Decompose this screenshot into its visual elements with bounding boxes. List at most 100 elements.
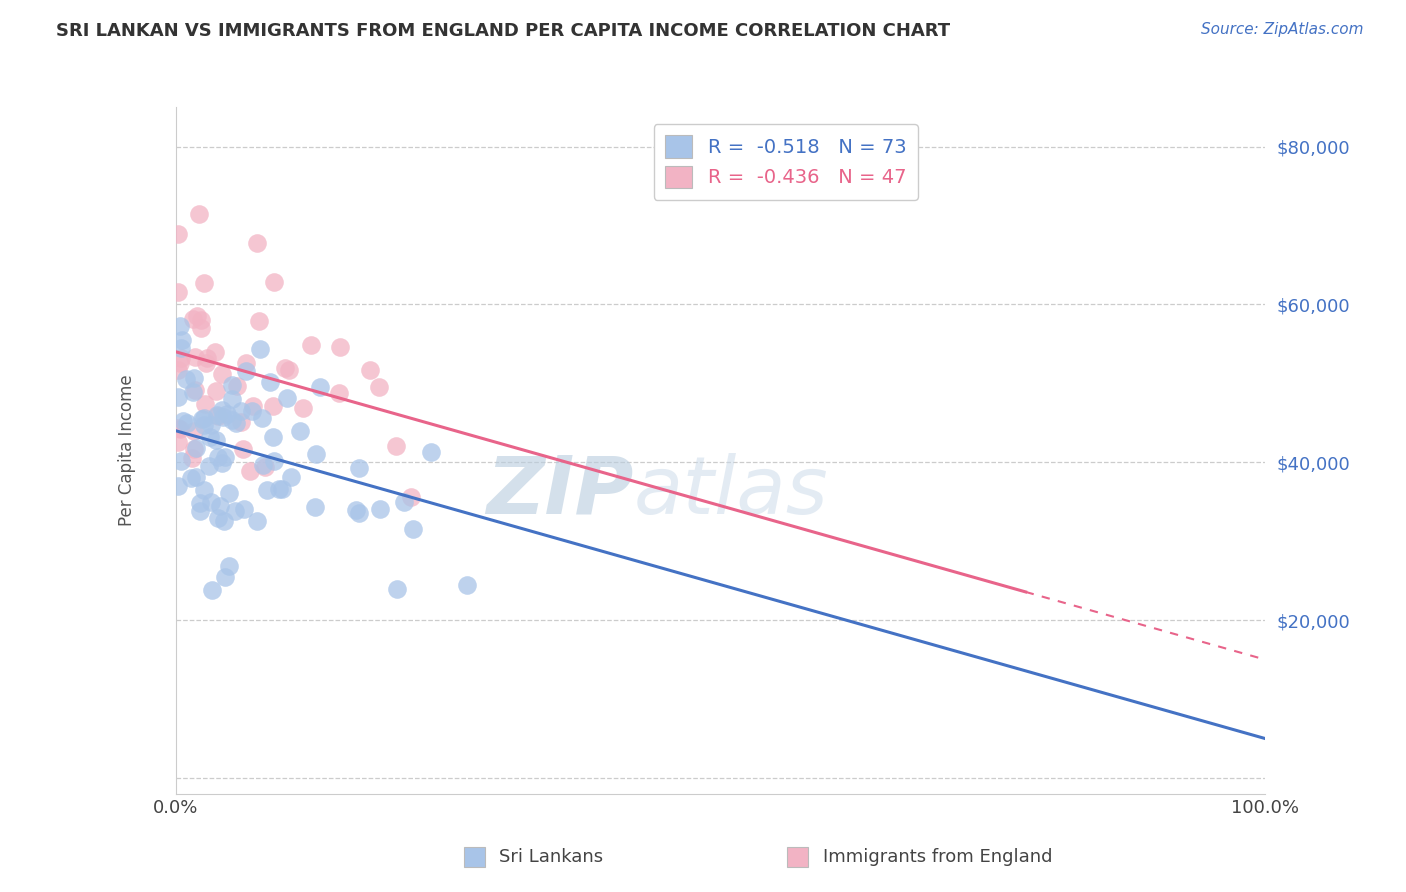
Point <box>288 424 311 438</box>
Point <box>170 351 193 366</box>
Point <box>190 411 212 425</box>
Point <box>456 577 478 591</box>
Text: Sri Lankans: Sri Lankans <box>499 848 603 866</box>
Point <box>385 582 408 596</box>
Text: SRI LANKAN VS IMMIGRANTS FROM ENGLAND PER CAPITA INCOME CORRELATION CHART: SRI LANKAN VS IMMIGRANTS FROM ENGLAND PE… <box>56 22 950 40</box>
Point <box>276 392 298 406</box>
Point <box>190 313 212 327</box>
Point <box>394 495 416 509</box>
Point <box>278 363 301 377</box>
Text: ZIP: ZIP <box>486 452 633 531</box>
Point <box>172 414 194 428</box>
Point <box>235 364 257 378</box>
Point <box>225 416 247 430</box>
Point <box>170 333 193 347</box>
Point <box>184 470 207 484</box>
Point <box>214 570 236 584</box>
Point <box>233 501 256 516</box>
Point <box>249 314 271 328</box>
Point <box>200 495 222 509</box>
Point <box>308 380 330 394</box>
Point <box>169 319 191 334</box>
Point <box>183 425 205 439</box>
Point <box>347 461 370 475</box>
Point <box>267 482 290 496</box>
Point <box>259 376 281 390</box>
Point <box>186 442 208 456</box>
Point <box>169 422 191 436</box>
Point <box>256 483 278 498</box>
Point <box>208 499 231 513</box>
Point <box>359 363 381 377</box>
Point <box>193 483 215 498</box>
Point <box>187 207 209 221</box>
Point <box>198 458 221 473</box>
Point <box>214 450 236 465</box>
Point <box>201 582 224 597</box>
Point <box>184 351 207 365</box>
Point <box>193 277 215 291</box>
Point <box>212 514 235 528</box>
Text: Per Capita Income: Per Capita Income <box>118 375 136 526</box>
Point <box>226 379 249 393</box>
Point <box>305 447 328 461</box>
Point <box>188 503 211 517</box>
Point <box>217 407 239 421</box>
Point <box>385 439 408 453</box>
Point <box>204 345 226 359</box>
Point <box>304 500 326 514</box>
Point <box>207 450 229 465</box>
Point <box>249 342 271 356</box>
Point <box>167 363 190 377</box>
Point <box>170 341 193 355</box>
Point <box>229 415 252 429</box>
Point <box>291 401 314 415</box>
Point <box>184 383 207 397</box>
Point <box>186 310 208 324</box>
Point <box>169 355 191 369</box>
Point <box>205 434 228 448</box>
Point <box>399 490 422 504</box>
Point <box>176 372 198 386</box>
Point <box>167 421 190 435</box>
Point <box>242 403 264 417</box>
Point <box>242 399 264 413</box>
Point <box>167 285 190 300</box>
Point <box>262 430 284 444</box>
Point <box>181 384 204 399</box>
Point <box>176 416 198 430</box>
Point <box>170 453 193 467</box>
Point <box>224 504 246 518</box>
Point <box>221 378 243 392</box>
Point <box>252 458 274 473</box>
Point <box>183 371 205 385</box>
Point <box>207 409 229 423</box>
Point <box>229 403 252 417</box>
Point <box>193 411 215 425</box>
Point <box>200 418 222 433</box>
Point <box>328 385 350 400</box>
Point <box>270 482 292 496</box>
Point <box>347 506 370 520</box>
Point <box>246 514 269 528</box>
Point <box>299 338 322 352</box>
FancyBboxPatch shape <box>464 847 485 867</box>
Text: Immigrants from England: Immigrants from England <box>823 848 1052 866</box>
Point <box>167 390 190 404</box>
Point <box>221 392 243 406</box>
Point <box>254 459 277 474</box>
Point <box>194 397 217 411</box>
Point <box>195 356 218 370</box>
Point <box>211 403 233 417</box>
Point <box>180 450 202 465</box>
Point <box>368 502 391 516</box>
Point <box>246 236 269 251</box>
Point <box>221 413 243 427</box>
Point <box>274 360 297 375</box>
Point <box>190 496 212 510</box>
Point <box>193 418 215 433</box>
Point <box>200 430 222 444</box>
Text: atlas: atlas <box>633 452 828 531</box>
Point <box>180 471 202 485</box>
Legend: R =  -0.518   N = 73, R =  -0.436   N = 47: R = -0.518 N = 73, R = -0.436 N = 47 <box>654 124 918 200</box>
